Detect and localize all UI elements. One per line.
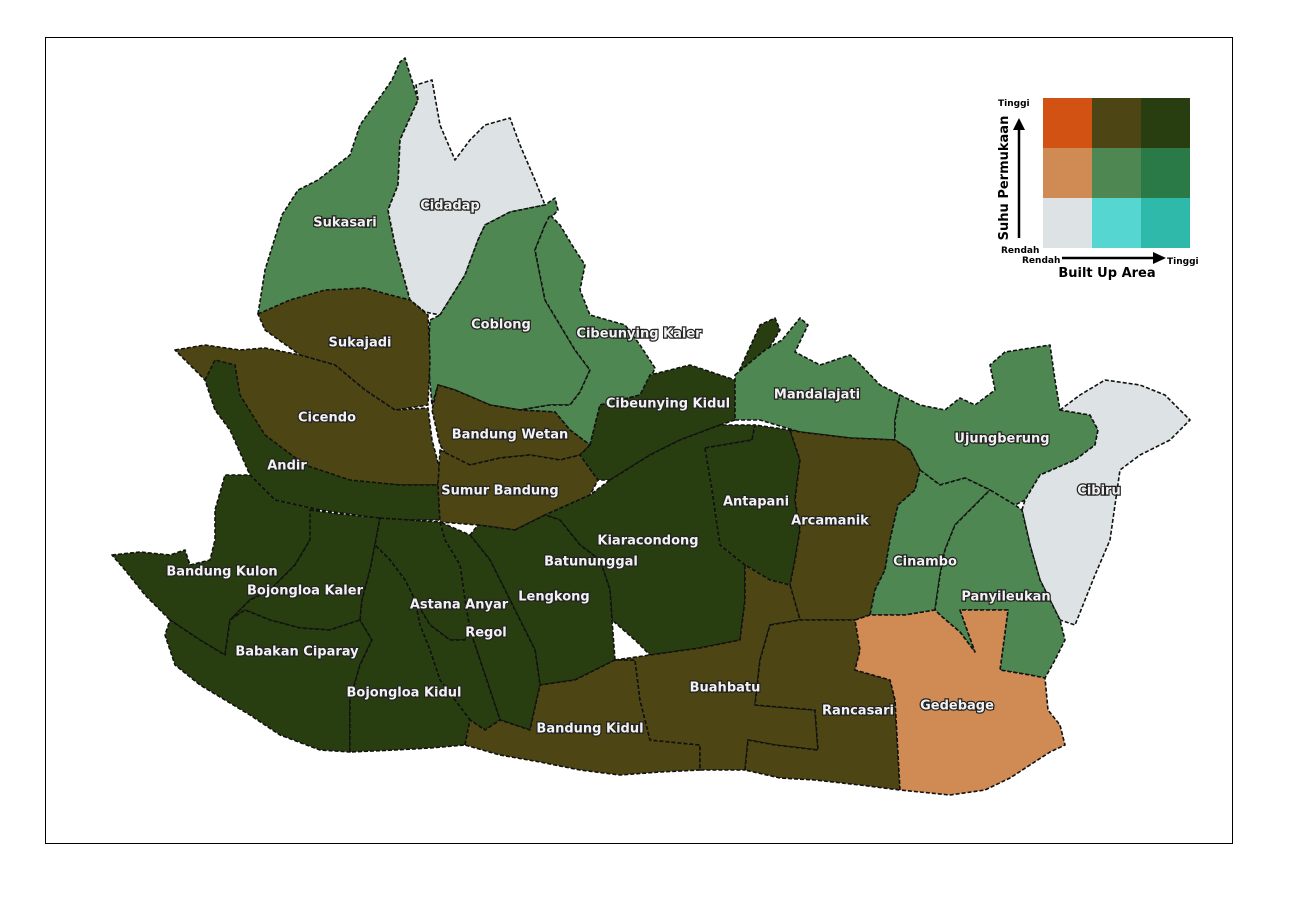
district-label-cidadap: Cidadap <box>420 199 479 214</box>
legend-x-arrowhead-icon <box>1153 252 1166 264</box>
district-label-ujungberung: Ujungberung <box>954 432 1049 447</box>
district-label-panyileukan: Panyileukan <box>961 590 1050 605</box>
district-label-bojongloa-kidul: Bojongloa Kidul <box>346 686 461 701</box>
district-cidadap <box>387 79 546 316</box>
district-cibeunying-kaler <box>519 214 656 446</box>
legend-y-title: Suhu Permukaan <box>997 116 1012 241</box>
district-label-gedebage: Gedebage <box>920 699 994 714</box>
legend-cell-r0-c0 <box>1043 98 1092 148</box>
district-label-cinambo: Cinambo <box>893 555 957 570</box>
legend-cell-r2-c1 <box>1092 198 1141 248</box>
district-label-lengkong: Lengkong <box>518 590 589 605</box>
legend-cell-r0-c2 <box>1141 98 1190 148</box>
district-buahbatu <box>614 564 819 771</box>
district-label-sukasari: Sukasari <box>313 216 376 231</box>
district-label-rancasari: Rancasari <box>822 704 894 719</box>
district-label-cibeunying-kaler: Cibeunying Kaler <box>576 327 702 342</box>
district-gedebage <box>854 609 1066 796</box>
district-label-babakan-ciparay: Babakan Ciparay <box>235 645 359 660</box>
district-label-bandung-kulon: Bandung Kulon <box>166 565 277 580</box>
district-label-astana-anyar: Astana Anyar <box>410 598 509 613</box>
legend-cell-r1-c2 <box>1141 148 1190 198</box>
district-antapani <box>704 424 801 586</box>
district-label-bojongloa-kaler: Bojongloa Kaler <box>247 584 364 599</box>
district-bojongloa-kidul <box>349 544 471 753</box>
legend-x-high: Tinggi <box>1167 257 1199 267</box>
legend-x-title: Built Up Area <box>1058 266 1155 281</box>
district-label-bandung-kidul: Bandung Kidul <box>536 722 643 737</box>
district-coblong <box>427 197 591 411</box>
district-bandung-kulon <box>111 474 321 656</box>
legend-grid <box>1043 98 1190 248</box>
district-sukasari <box>257 57 419 315</box>
district-cibiru <box>1021 379 1191 626</box>
district-label-sumur-bandung: Sumur Bandung <box>441 484 558 499</box>
district-label-cibeunying-kidul: Cibeunying Kidul <box>606 397 730 412</box>
district-label-arcamanik: Arcamanik <box>791 514 869 529</box>
district-cinambo <box>869 469 991 616</box>
district-label-sukajadi: Sukajadi <box>328 336 391 351</box>
district-label-batununggal: Batununggal <box>544 555 638 570</box>
bivariate-legend: Tinggi Rendah Rendah Tinggi Built Up Are… <box>997 98 1199 281</box>
legend-cell-r0-c1 <box>1092 98 1141 148</box>
district-label-bandung-wetan: Bandung Wetan <box>452 428 569 443</box>
district-label-cicendo: Cicendo <box>298 411 356 426</box>
legend-x-low: Rendah <box>1022 256 1060 266</box>
legend-cell-r1-c0 <box>1043 148 1092 198</box>
legend-y-arrowhead-icon <box>1013 118 1025 130</box>
district-label-coblong: Coblong <box>471 318 531 333</box>
district-labels: Sukasari Cidadap Coblong Cibeunying Kaler Su… <box>165 197 1122 737</box>
district-sumur-bandung <box>437 449 599 531</box>
district-label-regol: Regol <box>465 626 507 641</box>
legend-y-low: Rendah <box>1001 246 1039 256</box>
legend-cell-r2-c0 <box>1043 198 1092 248</box>
district-mandalajati <box>734 317 901 441</box>
district-label-antapani: Antapani <box>723 495 789 510</box>
district-label-buahbatu: Buahbatu <box>690 681 761 696</box>
district-label-andir: Andir <box>267 459 307 474</box>
legend-cell-r1-c1 <box>1092 148 1141 198</box>
district-rancasari <box>744 614 901 791</box>
legend-y-high: Tinggi <box>998 99 1030 109</box>
district-label-mandalajati: Mandalajati <box>774 388 860 403</box>
district-label-cibiru: Cibiru <box>1077 484 1120 499</box>
district-label-kiaracondong: Kiaracondong <box>597 534 698 549</box>
legend-cell-r2-c2 <box>1141 198 1190 248</box>
